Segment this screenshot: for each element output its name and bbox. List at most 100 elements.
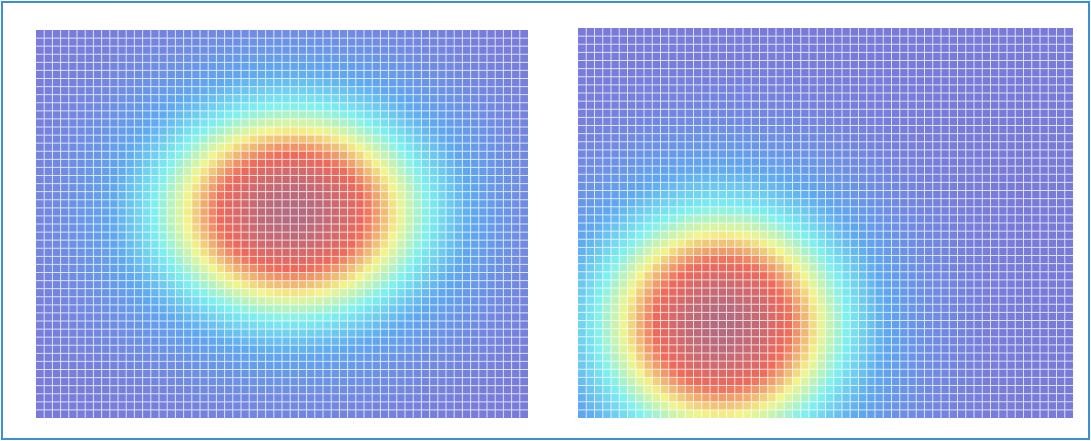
heatmap-left-cell bbox=[503, 401, 512, 411]
heatmap-right-cell bbox=[842, 190, 851, 199]
heatmap-left-cell bbox=[519, 78, 528, 87]
heatmap-left-cell bbox=[446, 110, 455, 120]
heatmap-right-cell bbox=[586, 60, 595, 69]
heatmap-left-cell bbox=[298, 264, 307, 273]
heatmap-right-cell bbox=[693, 125, 703, 134]
heatmap-right-cell bbox=[594, 158, 604, 167]
heatmap-right-cell bbox=[850, 109, 859, 118]
heatmap-left-cell bbox=[429, 329, 439, 338]
heatmap-right-cell bbox=[586, 133, 595, 143]
heatmap-right-cell bbox=[1015, 190, 1024, 199]
heatmap-left-cell bbox=[36, 102, 45, 112]
heatmap-left-cell bbox=[478, 256, 488, 265]
heatmap-right-cell bbox=[743, 149, 752, 159]
heatmap-right-cell bbox=[825, 239, 835, 248]
heatmap-left-cell bbox=[487, 361, 496, 370]
heatmap-left-cell bbox=[77, 54, 86, 63]
heatmap-left-cell bbox=[249, 280, 258, 289]
heatmap-left-cell bbox=[298, 207, 307, 217]
heatmap-right-cell bbox=[627, 263, 637, 273]
heatmap-left-cell bbox=[347, 215, 357, 225]
heatmap-left-cell bbox=[216, 224, 225, 233]
heatmap-left-cell bbox=[126, 127, 135, 136]
heatmap-right-cell bbox=[957, 60, 967, 69]
heatmap-left-cell bbox=[314, 118, 324, 128]
heatmap-right-cell bbox=[635, 288, 645, 297]
heatmap-left-cell bbox=[241, 62, 250, 71]
heatmap-left-cell bbox=[495, 175, 504, 184]
heatmap-left-cell bbox=[159, 86, 168, 95]
heatmap-right-cell bbox=[685, 149, 694, 159]
heatmap-right-cell bbox=[957, 44, 967, 53]
heatmap-right-cell bbox=[734, 117, 744, 126]
heatmap-left-cell bbox=[241, 215, 250, 225]
heatmap-right-cell bbox=[1064, 52, 1073, 61]
heatmap-left-cell bbox=[257, 312, 266, 322]
heatmap-left-cell bbox=[331, 337, 340, 346]
heatmap-right-cell bbox=[1048, 149, 1057, 159]
heatmap-right-cell bbox=[776, 60, 785, 69]
heatmap-left-cell bbox=[462, 127, 471, 136]
heatmap-left-cell bbox=[470, 264, 480, 273]
heatmap-right-cell bbox=[776, 198, 785, 208]
heatmap-left-cell bbox=[216, 110, 225, 120]
heatmap-right-cell bbox=[800, 149, 810, 159]
heatmap-left-cell bbox=[224, 264, 234, 273]
heatmap-left-cell bbox=[77, 345, 86, 354]
heatmap-left-cell bbox=[93, 224, 102, 233]
heatmap-left-cell bbox=[109, 337, 119, 346]
heatmap-right-cell bbox=[1040, 84, 1049, 94]
heatmap-left-cell bbox=[454, 401, 463, 411]
heatmap-left-cell bbox=[85, 329, 94, 338]
heatmap-left-cell bbox=[478, 345, 488, 354]
heatmap-left-cell bbox=[265, 110, 275, 120]
heatmap-left-cell bbox=[478, 175, 488, 184]
heatmap-right-cell bbox=[759, 214, 769, 224]
heatmap-right-cell bbox=[833, 206, 843, 216]
heatmap-right-cell bbox=[1048, 271, 1057, 281]
heatmap-right-cell bbox=[949, 141, 958, 151]
heatmap-right-cell bbox=[866, 68, 876, 78]
heatmap-left-cell bbox=[167, 353, 176, 362]
heatmap-left-cell bbox=[470, 288, 480, 298]
heatmap-right-cell bbox=[677, 28, 686, 37]
heatmap-left-cell bbox=[134, 280, 143, 289]
heatmap-left-cell bbox=[249, 224, 258, 233]
heatmap-right-cell bbox=[710, 158, 719, 167]
heatmap-left-cell bbox=[454, 46, 463, 55]
heatmap-left-cell bbox=[364, 215, 373, 225]
heatmap-right-cell bbox=[916, 36, 925, 45]
heatmap-left-cell bbox=[200, 38, 209, 47]
heatmap-left-cell bbox=[191, 288, 201, 298]
heatmap-left-cell bbox=[232, 256, 242, 265]
heatmap-left-cell bbox=[478, 312, 488, 322]
heatmap-left-cell bbox=[241, 369, 250, 378]
heatmap-right-cell bbox=[957, 255, 967, 264]
heatmap-left-cell bbox=[314, 337, 324, 346]
heatmap-left-cell bbox=[487, 272, 496, 281]
heatmap-left-cell bbox=[331, 280, 340, 289]
heatmap-left-cell bbox=[314, 353, 324, 362]
heatmap-left-cell bbox=[323, 70, 332, 79]
heatmap-right-cell bbox=[652, 28, 661, 37]
heatmap-left-cell bbox=[355, 127, 365, 136]
heatmap-right-cell bbox=[825, 190, 835, 199]
heatmap-left-cell bbox=[290, 70, 299, 79]
heatmap-right-cell bbox=[726, 190, 736, 199]
heatmap-left-cell bbox=[183, 151, 193, 160]
heatmap-left-cell bbox=[200, 30, 209, 39]
heatmap-left-cell bbox=[478, 296, 488, 306]
heatmap-right-cell bbox=[652, 52, 661, 61]
heatmap-left-cell bbox=[85, 110, 94, 120]
heatmap-right-cell bbox=[668, 279, 678, 289]
heatmap-left-cell bbox=[388, 94, 398, 104]
heatmap-right-cell bbox=[1007, 93, 1016, 102]
heatmap-left-cell bbox=[306, 127, 316, 136]
heatmap-left-cell bbox=[249, 312, 258, 322]
heatmap-right-cell bbox=[866, 247, 876, 256]
heatmap-right-cell bbox=[1064, 117, 1073, 126]
heatmap-right-cell bbox=[800, 182, 810, 191]
heatmap-right-cell bbox=[627, 158, 637, 167]
heatmap-right-cell bbox=[668, 198, 678, 208]
heatmap-left-cell bbox=[405, 329, 414, 338]
